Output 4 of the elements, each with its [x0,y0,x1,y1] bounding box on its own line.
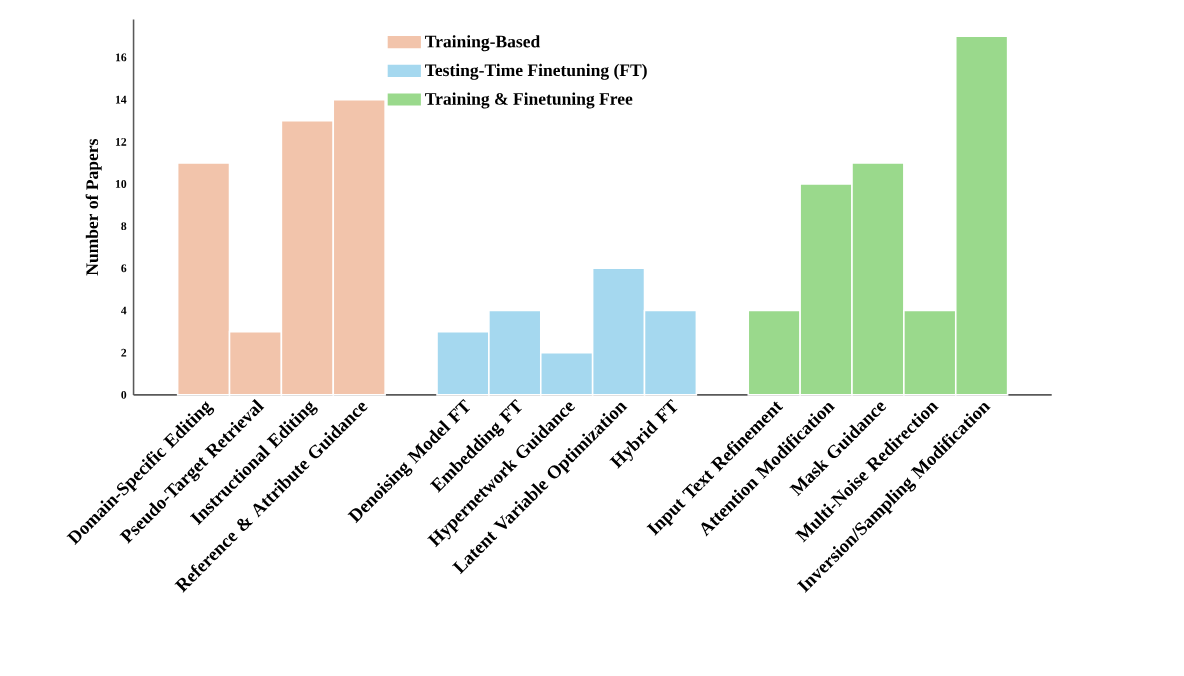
legend-label: Training & Finetuning Free [425,92,633,109]
y-axis-title: Number of Papers [85,138,102,275]
legend-label: Testing-Time Finetuning (FT) [425,63,647,80]
legend-label: Training-Based [425,34,541,51]
